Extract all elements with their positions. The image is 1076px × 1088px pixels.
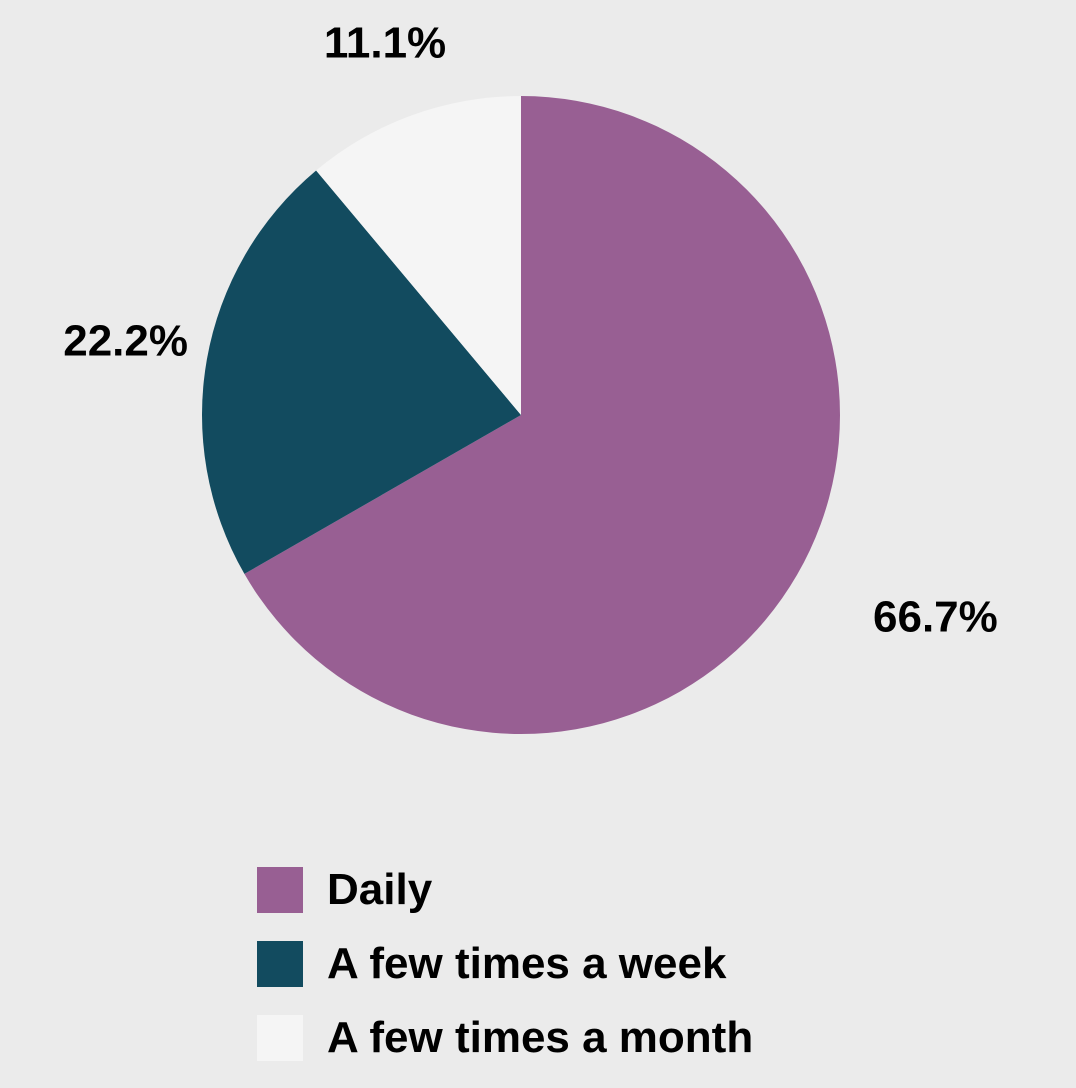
legend-label-daily: Daily <box>327 865 433 914</box>
data-label-few-times-week: 22.2% <box>63 317 188 366</box>
legend-label-few-times-week: A few times a week <box>327 939 727 988</box>
pie-data-labels: 66.7% 22.2% 11.1% <box>63 19 998 642</box>
legend-item-few-times-month: A few times a month <box>257 1014 753 1062</box>
pie-slice-daily <box>244 96 840 734</box>
legend-item-few-times-week: A few times a week <box>257 940 753 988</box>
legend-swatch-few-times-week <box>257 941 303 987</box>
pie-slice-few-times-week <box>201 170 522 574</box>
legend-swatch-daily <box>257 867 303 913</box>
pie-slice-few-times-month <box>316 96 521 415</box>
pie-chart: 66.7% 22.2% 11.1% <box>63 19 998 734</box>
data-label-few-times-month: 11.1% <box>324 19 446 68</box>
data-label-daily: 66.7% <box>873 593 998 642</box>
legend-item-daily: Daily <box>257 866 753 914</box>
pie-slices <box>201 96 840 734</box>
legend-label-few-times-month: A few times a month <box>327 1013 754 1062</box>
legend: Daily A few times a week A few times a m… <box>257 866 753 1088</box>
legend-swatch-few-times-month <box>257 1015 303 1061</box>
